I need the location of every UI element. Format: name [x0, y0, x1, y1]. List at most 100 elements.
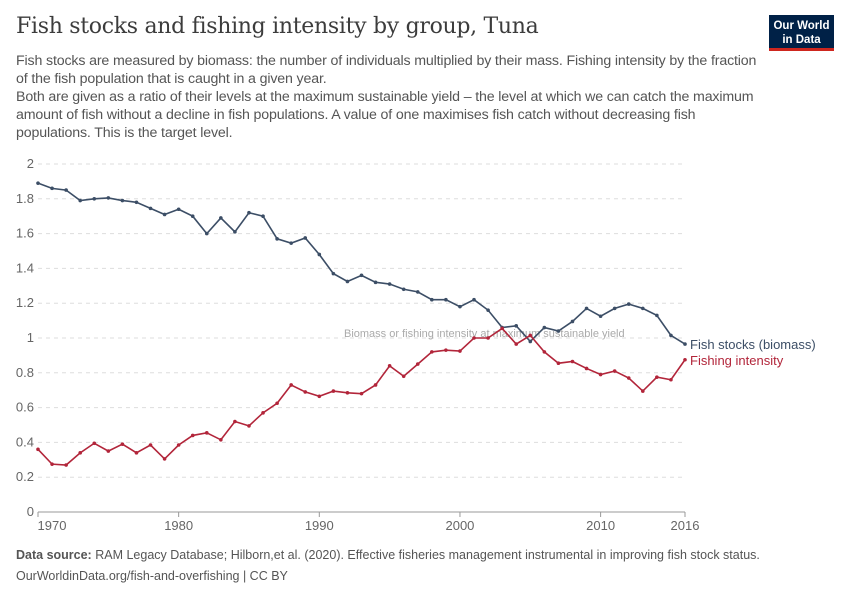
- x-tick-label: 2010: [586, 518, 615, 533]
- series-line: [37, 327, 686, 466]
- reference-annotation: Biomass or fishing intensity at maximum …: [344, 328, 625, 340]
- data-point: [247, 210, 251, 215]
- data-point: [641, 389, 645, 393]
- data-point: [556, 361, 561, 366]
- data-point: [64, 463, 68, 467]
- chart-title: Fish stocks and fishing intensity by gro…: [16, 14, 539, 39]
- data-point: [373, 280, 378, 285]
- y-tick-label: 1.8: [16, 191, 34, 206]
- data-point: [655, 375, 659, 379]
- data-point: [106, 196, 111, 200]
- x-tick-label: 2016: [671, 518, 700, 533]
- data-point: [162, 457, 167, 461]
- y-tick-label: 0.2: [16, 469, 34, 484]
- data-point: [401, 374, 406, 379]
- data-point: [204, 231, 209, 236]
- x-tick-label: 1990: [305, 518, 334, 533]
- series-line: [37, 182, 686, 345]
- data-point: [683, 357, 687, 362]
- data-point: [612, 369, 617, 373]
- data-point: [486, 336, 490, 340]
- data-point: [233, 230, 237, 234]
- data-point: [514, 342, 519, 346]
- data-point: [261, 411, 265, 415]
- data-point: [317, 252, 322, 257]
- data-point: [134, 451, 139, 455]
- data-point: [430, 350, 434, 354]
- data-point: [219, 437, 223, 442]
- data-point: [204, 431, 209, 435]
- data-point: [134, 200, 139, 205]
- data-point: [190, 214, 195, 218]
- data-point: [570, 319, 575, 324]
- data-point: [472, 336, 476, 340]
- subtitle-line-2: Both are given as a ratio of their level…: [16, 89, 754, 141]
- series-label: Fish stocks (biomass): [690, 337, 816, 352]
- data-point: [331, 271, 336, 276]
- y-tick-label: 0.4: [16, 434, 34, 449]
- data-point: [500, 326, 504, 331]
- data-point: [626, 376, 631, 380]
- data-point: [472, 297, 476, 302]
- data-point: [78, 451, 82, 455]
- data-point: [387, 364, 392, 368]
- data-point: [626, 302, 631, 306]
- data-point: [612, 306, 617, 311]
- x-tick-label: 1980: [164, 518, 193, 533]
- owid-logo[interactable]: Our World in Data: [769, 15, 834, 51]
- data-point: [683, 342, 687, 346]
- data-point: [64, 188, 68, 192]
- data-point: [275, 237, 279, 241]
- data-point: [176, 443, 181, 447]
- data-point: [359, 391, 364, 396]
- data-point: [514, 324, 519, 328]
- source-url[interactable]: OurWorldinData.org/fish-and-overfishing …: [16, 569, 288, 583]
- data-point: [598, 372, 603, 377]
- data-point: [120, 442, 125, 446]
- data-point: [219, 216, 223, 220]
- series-label: Fishing intensity: [690, 353, 784, 368]
- data-point: [669, 333, 673, 338]
- data-point: [331, 389, 336, 393]
- data-point: [584, 366, 589, 371]
- data-point: [176, 207, 181, 212]
- source-label: Data source:: [16, 548, 92, 562]
- y-tick-label: 2: [27, 156, 34, 171]
- data-source: Data source: RAM Legacy Database; Hilbor…: [16, 548, 760, 562]
- data-point: [415, 290, 420, 294]
- data-point: [148, 443, 153, 447]
- x-tick-label: 2000: [445, 518, 474, 533]
- data-point: [542, 325, 547, 330]
- data-point: [303, 390, 308, 394]
- data-point: [359, 273, 364, 278]
- subtitle-line-1: Fish stocks are measured by biomass: the…: [16, 53, 757, 87]
- data-point: [373, 383, 378, 387]
- data-point: [401, 287, 406, 292]
- y-tick-label: 0.8: [16, 365, 34, 380]
- data-point: [120, 198, 125, 203]
- data-point: [641, 306, 645, 311]
- data-point: [289, 383, 293, 387]
- y-tick-label: 1.6: [16, 226, 34, 241]
- data-point: [655, 313, 659, 318]
- x-tick-label: 1970: [38, 518, 67, 533]
- data-point: [247, 424, 251, 428]
- data-point: [50, 462, 54, 466]
- source-text: RAM Legacy Database; Hilborn,et al. (202…: [95, 548, 760, 562]
- y-tick-label: 1: [27, 330, 34, 345]
- data-point: [36, 181, 40, 185]
- data-point: [345, 391, 350, 395]
- data-point: [303, 236, 308, 240]
- data-point: [92, 441, 97, 446]
- data-point: [50, 186, 54, 191]
- data-point: [233, 419, 237, 424]
- data-point: [387, 282, 392, 286]
- data-point: [458, 304, 462, 309]
- data-point: [430, 297, 434, 302]
- data-point: [528, 339, 533, 344]
- data-point: [289, 241, 293, 245]
- data-point: [92, 197, 97, 201]
- data-point: [415, 362, 420, 366]
- chart-subtitle: Fish stocks are measured by biomass: the…: [16, 52, 766, 142]
